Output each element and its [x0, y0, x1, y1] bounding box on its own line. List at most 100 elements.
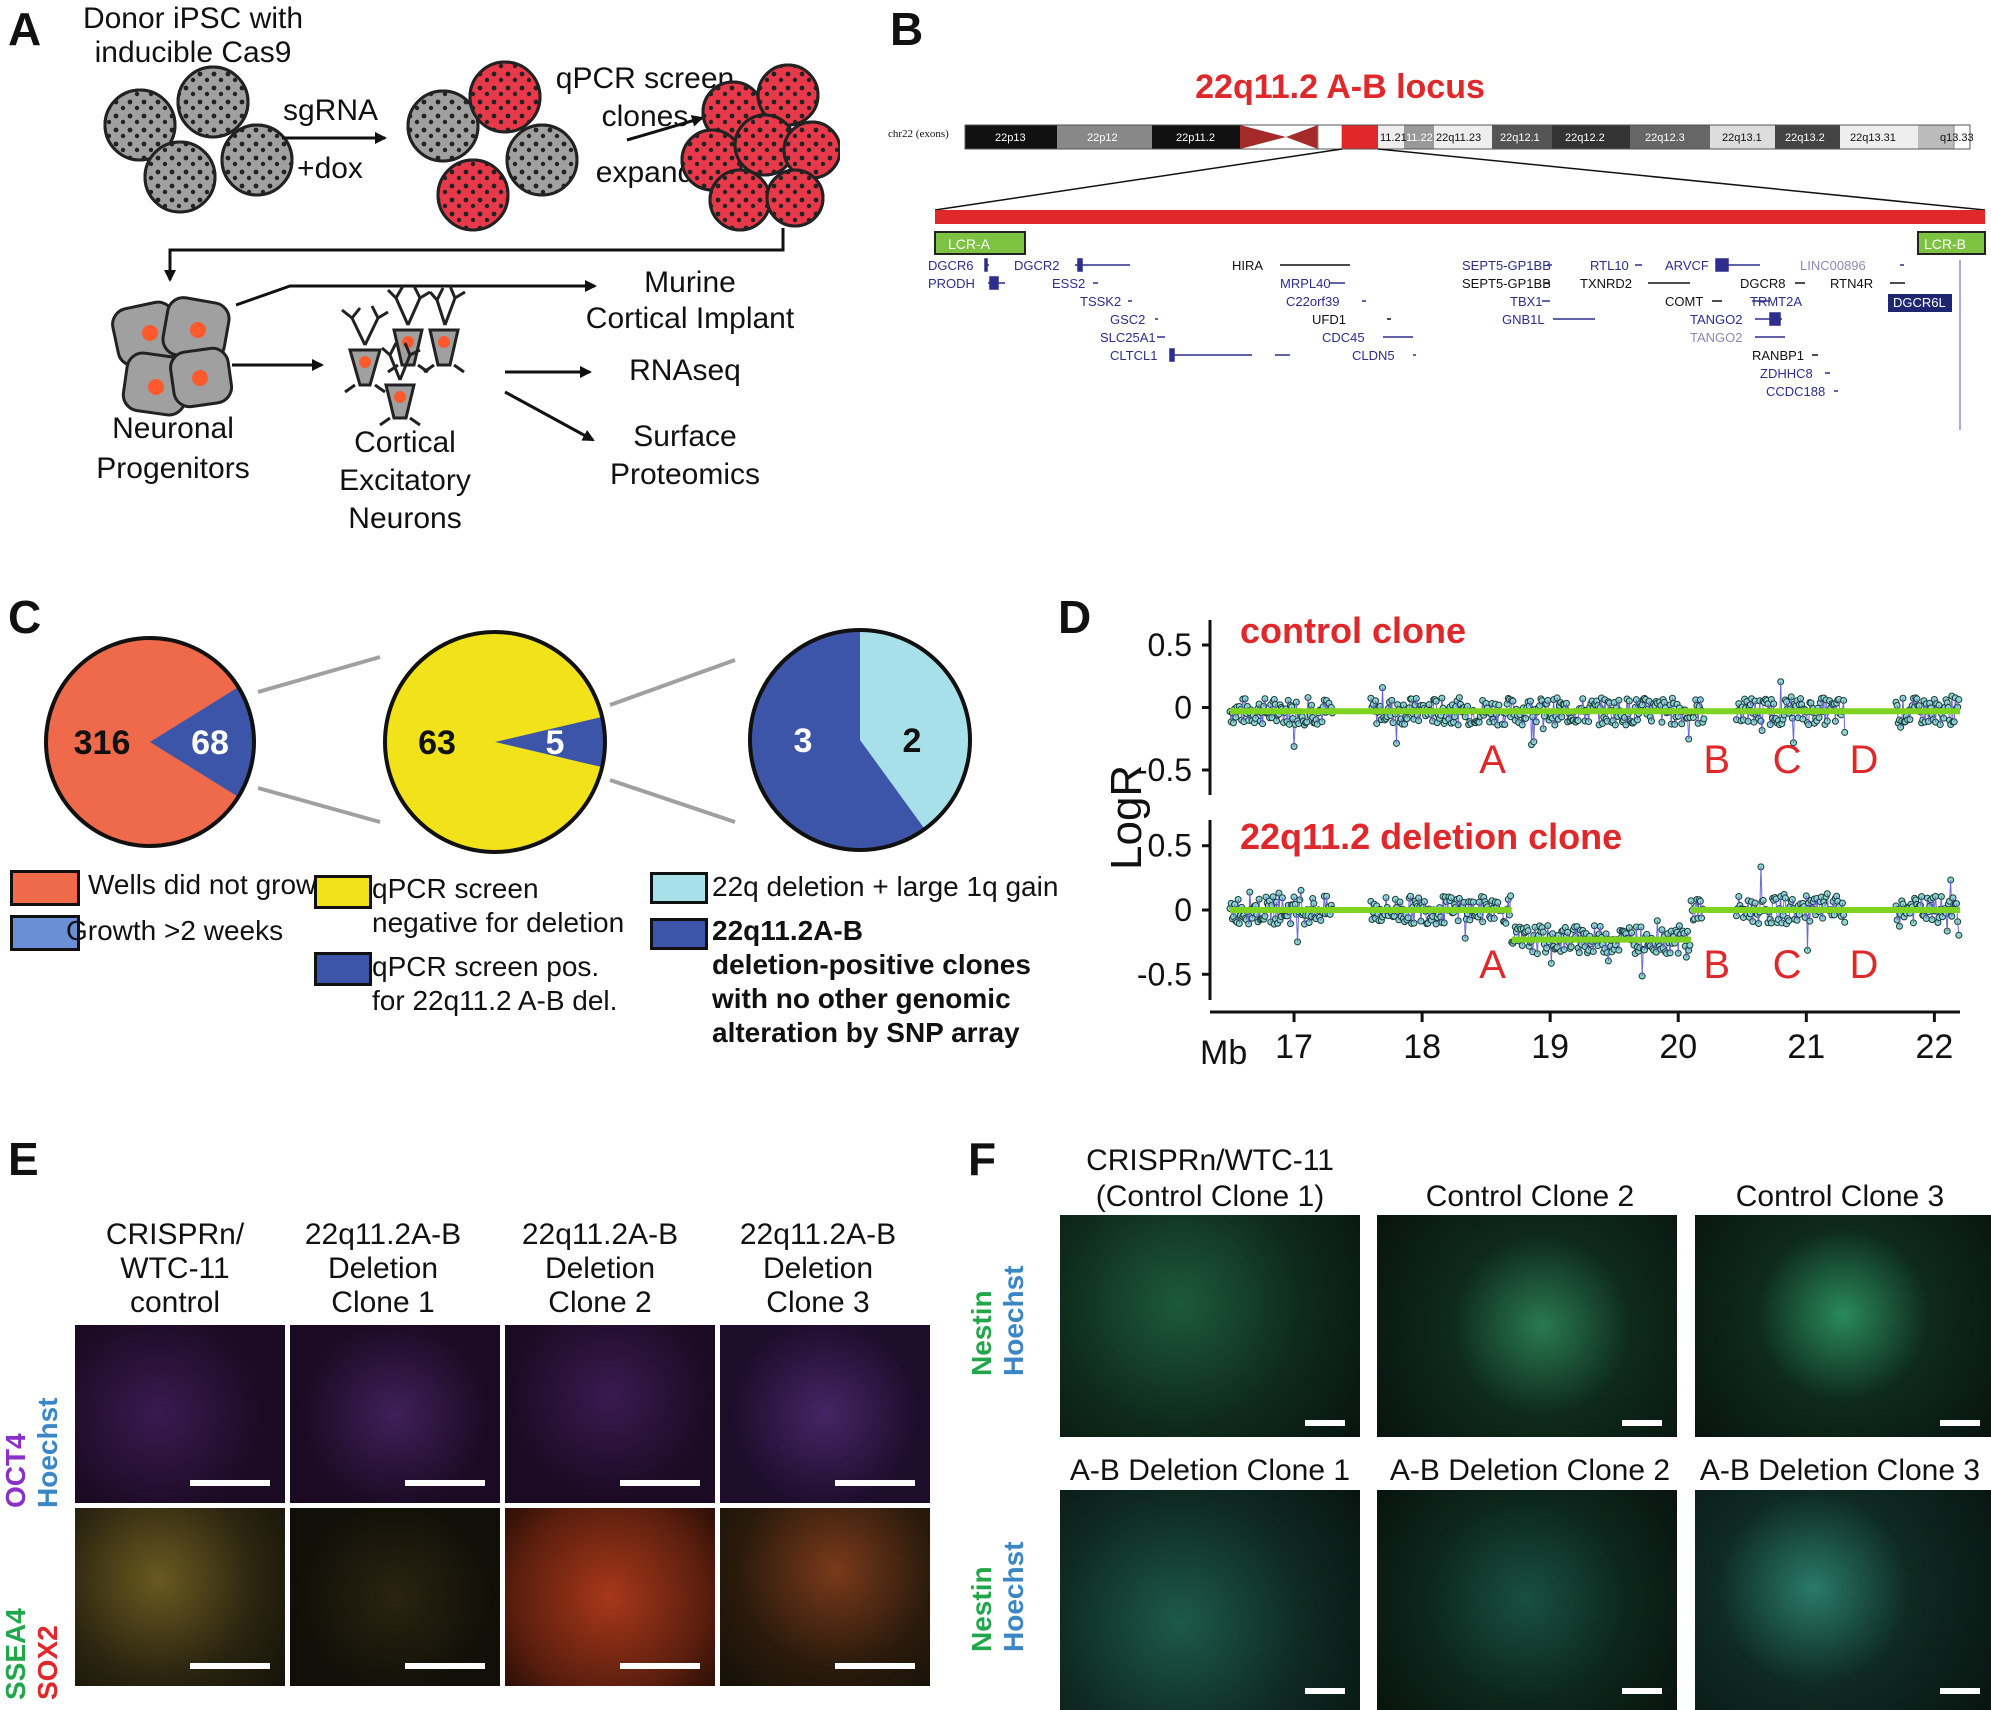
- locus-bar: [935, 210, 1985, 224]
- pie-outline: [383, 630, 607, 854]
- band-label: 11.21: [1380, 132, 1407, 144]
- f-top2: Control Clone 2: [1425, 1180, 1635, 1213]
- progenitor-cells: [111, 296, 234, 417]
- gene-label: COMT: [1665, 294, 1704, 309]
- e-col4-l3: Clone 3: [766, 1286, 870, 1319]
- e-col1-l2: WTC-11: [120, 1252, 230, 1285]
- pie-value-label: 3: [794, 722, 813, 760]
- pie-value-label: 2: [903, 722, 922, 760]
- gene-label: TANGO2: [1690, 330, 1743, 345]
- f-nestin-del3: [1695, 1490, 1991, 1710]
- legend-neg-1: qPCR screen: [372, 873, 539, 904]
- logr-connector: [1688, 717, 1691, 740]
- logr-connector: [1761, 701, 1764, 731]
- region-label: B: [1703, 738, 1730, 782]
- y-tick-label: 0.5: [1148, 627, 1192, 663]
- gene-label: TSSK2: [1080, 294, 1122, 309]
- f-nestin-control3: [1695, 1215, 1991, 1437]
- gene-label: SEPT5-GP1BB: [1462, 258, 1551, 273]
- gene-label: UFD1: [1312, 312, 1346, 327]
- e-col3-l1: 22q11.2A-B: [521, 1218, 679, 1251]
- f-nestin-del2: [1377, 1490, 1677, 1710]
- pie-value-label: 5: [546, 724, 565, 762]
- legend-swatch-gain: [650, 872, 708, 904]
- panel-e-label: E: [8, 1133, 39, 1185]
- logr-connector: [1790, 696, 1793, 719]
- gene-tracks: [984, 258, 1905, 392]
- legend-swatch-clean: [650, 918, 708, 950]
- logr-xunit: Mb: [1200, 1034, 1248, 1072]
- legend-growth: Growth >2 weeks: [66, 915, 284, 946]
- gene-label: MRPL40: [1280, 276, 1331, 291]
- legend-gain: 22q deletion + large 1q gain: [712, 871, 1059, 902]
- gene-label: GNB1L: [1502, 312, 1545, 327]
- logr-point: [1841, 728, 1849, 736]
- f-nestin-control1: [1060, 1215, 1360, 1437]
- region-label: B: [1703, 943, 1730, 987]
- gene-label: HIRA: [1232, 258, 1264, 273]
- f-bottom3: A-B Deletion Clone 3: [1699, 1454, 1981, 1487]
- logr-bottom-title: 22q11.2 deletion clone: [1240, 816, 1623, 857]
- progenitors-line1: Neuronal: [112, 412, 234, 445]
- donor-cell-cluster: [103, 65, 294, 214]
- gene-label: C22orf39: [1286, 294, 1340, 309]
- band-label: 22q13.1: [1722, 132, 1762, 144]
- gene-label: TANGO2: [1690, 312, 1743, 327]
- logr-top-title: control clone: [1240, 610, 1467, 651]
- donor-line1: Donor iPSC with: [82, 2, 304, 35]
- neurons-line3: Neurons: [348, 502, 462, 535]
- gene-label: ESS2: [1052, 276, 1086, 291]
- e-row1-stain-2: Hoechst: [32, 1397, 63, 1508]
- legend-swatch-pos: [314, 952, 372, 986]
- legend-clean-4: alteration by SNP array: [712, 1017, 1020, 1048]
- x-tick-label: 17: [1275, 1028, 1313, 1066]
- band-label: 22p11.2: [1176, 132, 1215, 144]
- e-ssea4-clone2: [505, 1508, 715, 1686]
- logr-point: [1700, 715, 1708, 723]
- f-top3: Control Clone 3: [1735, 1180, 1945, 1213]
- neurons-line1: Cortical: [354, 426, 456, 459]
- x-tick-label: 18: [1403, 1028, 1441, 1066]
- band-label: 22q12.3: [1645, 132, 1685, 144]
- pie-slice-minor: [860, 630, 970, 829]
- x-tick-label: 19: [1531, 1028, 1569, 1066]
- rnaseq-label: RNAseq: [629, 354, 741, 387]
- legend-wells: Wells did not grow: [88, 869, 317, 900]
- pie-outline: [748, 628, 972, 852]
- legend-swatch-growth: [10, 915, 80, 951]
- gene-label: ZDHHC8: [1760, 366, 1813, 381]
- e-col4-l2: Deletion: [762, 1252, 874, 1285]
- band-label: 11.22: [1406, 132, 1433, 144]
- logr-point: [1686, 941, 1694, 949]
- f-top-stain-2: Hoechst: [998, 1265, 1029, 1376]
- legend-clean-3: with no other genomic: [712, 983, 1011, 1014]
- y-tick-label: 0.5: [1148, 828, 1192, 864]
- pie-value-label: 316: [74, 724, 131, 762]
- panel-b-ideogram: 22p13 22p12 22p11.2 11.21 11.22 22q11.23…: [934, 124, 1986, 430]
- logr-connector: [1297, 911, 1300, 942]
- qpcr-line1: qPCR screen: [555, 62, 735, 95]
- logr-point: [1913, 695, 1921, 703]
- e-col2-l3: Clone 1: [331, 1286, 435, 1319]
- band-label: 22q12.1: [1500, 132, 1540, 144]
- surface-line2: Proteomics: [609, 458, 761, 491]
- region-label: C: [1773, 943, 1802, 987]
- gene-label: SLC25A1: [1100, 330, 1156, 345]
- x-tick-label: 20: [1659, 1028, 1697, 1066]
- gene-label: RTN4R: [1830, 276, 1874, 291]
- f-top-stain-1: Nestin: [966, 1290, 997, 1376]
- logr-control-series: [1226, 678, 1963, 750]
- band-label: 22q12.2: [1565, 132, 1605, 144]
- region-label: A: [1479, 738, 1506, 782]
- band-label: 22p13: [995, 132, 1026, 144]
- f-top1-l1: CRISPRn/WTC-11: [1086, 1144, 1334, 1177]
- panel-f-label: F: [968, 1133, 997, 1185]
- pie-outline: [44, 636, 256, 848]
- f-bottom-stain-1: Nestin: [966, 1566, 997, 1652]
- logr-connector: [1843, 700, 1846, 733]
- f-bottom2: A-B Deletion Clone 2: [1389, 1454, 1671, 1487]
- e-col3-l3: Clone 2: [548, 1286, 652, 1319]
- legend-clean-2: deletion-positive clones: [712, 949, 1031, 980]
- e-col3-l2: Deletion: [544, 1252, 656, 1285]
- neurons-line2: Excitatory: [339, 464, 471, 497]
